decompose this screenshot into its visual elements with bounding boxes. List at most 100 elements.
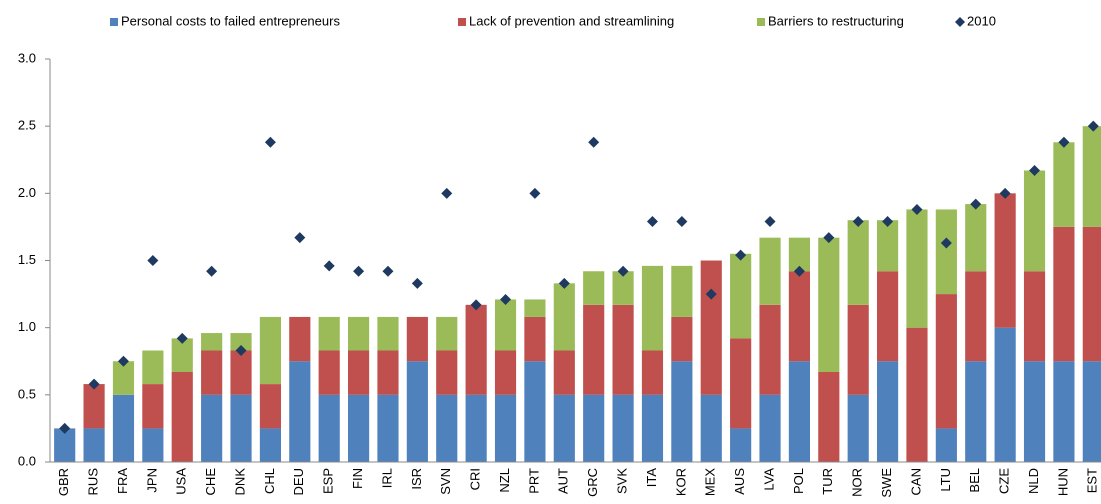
x-tick-label: LVA — [761, 468, 776, 491]
bar-segment — [112, 361, 135, 395]
marker — [235, 345, 247, 357]
bar-segment — [201, 333, 223, 351]
x-tick-label: FRA — [115, 468, 130, 494]
marker — [911, 203, 923, 215]
bar-segment — [730, 253, 752, 339]
legend-label: 2010 — [967, 13, 996, 28]
marker — [411, 277, 423, 289]
bar-segment — [700, 394, 722, 462]
x-tick-label: DNK — [232, 468, 247, 496]
bar-segment — [465, 304, 487, 395]
marker — [646, 216, 658, 228]
bar-segment — [553, 394, 575, 462]
bar-segment — [847, 304, 869, 395]
y-tick-label: 0.0 — [18, 453, 36, 468]
bar-segment — [553, 283, 575, 351]
bar-segment — [906, 327, 928, 462]
x-tick-label: CAN — [908, 468, 923, 495]
bar-segment — [759, 394, 781, 462]
bar-segment — [994, 193, 1016, 328]
bar-segment — [142, 428, 164, 462]
legend-label: Lack of prevention and streamlining — [469, 13, 674, 28]
bar-segment — [259, 384, 281, 429]
x-tick-label: AUT — [556, 468, 571, 494]
bar-segment — [877, 271, 899, 362]
bar-segment — [142, 350, 164, 385]
bar-segment — [494, 350, 517, 395]
bar-segment — [788, 271, 810, 362]
bar-segment — [83, 428, 105, 462]
x-tick-label: MEX — [703, 468, 718, 497]
bar-segment — [759, 304, 781, 395]
marker — [323, 260, 335, 272]
bar-segment — [1082, 126, 1101, 227]
bar-segment — [583, 271, 605, 305]
bar-segment — [877, 361, 899, 462]
x-tick-label: GBR — [56, 468, 71, 496]
x-tick-label: DEU — [291, 468, 306, 495]
x-tick-label: RUS — [86, 468, 101, 496]
marker — [470, 299, 482, 311]
x-tick-label: KOR — [673, 468, 688, 496]
marker — [529, 187, 541, 199]
y-tick-label: 3.0 — [18, 50, 36, 65]
marker — [147, 255, 159, 266]
x-tick-label: FIN — [350, 468, 365, 489]
bar-segment — [348, 350, 370, 395]
x-tick-label: HUN — [1055, 468, 1070, 496]
bar-segment — [259, 316, 281, 385]
x-tick-label: SVK — [615, 468, 630, 494]
bar-segment — [877, 220, 899, 272]
bar-segment — [289, 316, 311, 362]
x-tick-label: LTU — [938, 468, 953, 492]
bar-segment — [641, 350, 664, 395]
bar-segment — [847, 220, 869, 305]
bar-segment — [671, 361, 693, 462]
x-tick-label: NLD — [1026, 468, 1041, 494]
marker — [735, 249, 747, 261]
bar-segment — [965, 204, 987, 272]
marker — [441, 187, 453, 199]
marker — [558, 277, 570, 289]
marker — [1029, 164, 1041, 176]
bar-segment — [612, 304, 634, 395]
bar-segment — [1023, 361, 1046, 462]
x-tick-label: ITA — [644, 468, 659, 488]
bar-segment — [935, 209, 957, 295]
x-tick-label: POL — [791, 468, 806, 494]
legend-label: Personal costs to failed entrepreneurs — [121, 13, 340, 28]
bar-segment — [641, 394, 664, 462]
marker — [382, 265, 394, 277]
x-tick-label: GRC — [585, 468, 600, 497]
bar-segment — [436, 394, 458, 462]
marker — [59, 422, 71, 434]
bar-segment — [524, 316, 546, 362]
bar-segment — [730, 338, 752, 429]
bar-segment — [377, 394, 399, 462]
bar-segment — [1053, 142, 1075, 227]
bar-segment — [465, 394, 487, 462]
marker — [264, 136, 276, 148]
bar-segment — [524, 361, 546, 462]
bar-segment — [906, 209, 928, 328]
bar-segment — [201, 394, 223, 462]
x-tick-label: NZL — [497, 468, 512, 493]
bar-segment — [83, 384, 105, 429]
bar-segment — [700, 260, 722, 395]
x-tick-label: IRL — [379, 468, 394, 488]
bar-segment — [583, 394, 605, 462]
marker — [294, 232, 306, 244]
bar-segment — [377, 316, 399, 351]
marker — [206, 265, 218, 277]
bar-segment — [788, 361, 810, 462]
bar-segment — [436, 350, 458, 395]
marker — [852, 216, 864, 228]
x-tick-label: SVN — [438, 468, 453, 495]
marker — [617, 265, 629, 277]
marker — [1058, 136, 1070, 148]
bar-segment — [318, 316, 340, 351]
bar-segment — [671, 265, 693, 317]
y-tick-label: 0.5 — [18, 386, 36, 401]
bar-segment — [230, 350, 252, 395]
